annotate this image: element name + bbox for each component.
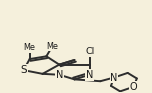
Text: Me: Me (47, 42, 58, 51)
Text: O: O (130, 82, 138, 92)
Text: N: N (56, 70, 63, 80)
Text: Cl: Cl (85, 47, 94, 56)
Text: N: N (86, 70, 93, 80)
Text: N: N (110, 73, 118, 82)
Text: S: S (20, 65, 27, 75)
Text: Me: Me (24, 44, 36, 52)
